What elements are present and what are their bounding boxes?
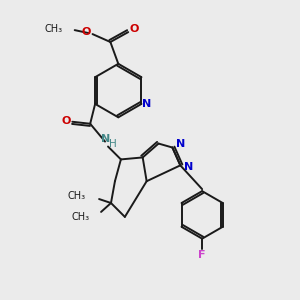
Text: CH₃: CH₃ [71, 212, 89, 222]
Text: O: O [82, 27, 91, 37]
Text: CH₃: CH₃ [45, 24, 63, 34]
Text: H: H [109, 139, 117, 148]
Text: F: F [198, 250, 206, 260]
Text: O: O [62, 116, 71, 126]
Text: CH₃: CH₃ [67, 191, 85, 201]
Text: N: N [101, 134, 111, 144]
Text: N: N [176, 139, 185, 148]
Text: N: N [184, 162, 193, 172]
Text: O: O [130, 24, 139, 34]
Text: N: N [142, 99, 151, 109]
